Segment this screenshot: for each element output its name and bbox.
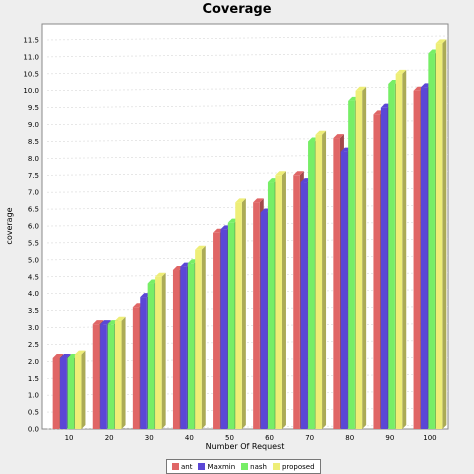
x-tick-label: 40 bbox=[185, 434, 194, 442]
x-tick-label: 70 bbox=[305, 434, 314, 442]
y-tick-label: 6.5 bbox=[28, 206, 39, 214]
legend-swatch bbox=[241, 463, 249, 470]
y-axis-label: coverage bbox=[5, 207, 14, 244]
gridline bbox=[46, 69, 449, 75]
y-tick-label: 4.5 bbox=[28, 273, 39, 281]
x-tick-label: 50 bbox=[225, 434, 234, 442]
legend-label: Maxmin bbox=[207, 462, 236, 471]
legend-label: proposed bbox=[281, 462, 315, 471]
y-tick-label: 10.0 bbox=[23, 87, 39, 95]
legend-entry-proposed: proposed bbox=[272, 462, 315, 471]
gridline bbox=[46, 289, 449, 294]
legend-entry-ant: ant bbox=[172, 463, 192, 471]
gridline bbox=[46, 86, 449, 92]
y-tick-label: 11.5 bbox=[23, 37, 39, 45]
legend-label: nash bbox=[250, 462, 267, 471]
gridline bbox=[46, 306, 449, 311]
y-tick-label: 8.0 bbox=[28, 155, 39, 163]
gridline bbox=[46, 255, 449, 261]
y-tick-label: 2.5 bbox=[28, 341, 39, 349]
gridline bbox=[46, 340, 449, 345]
bar-proposed-20 bbox=[114, 316, 126, 429]
y-tick-label: 2.0 bbox=[28, 358, 39, 366]
y-axis-ticks: 0.0 0.5 1.0 1.5 2.0 2.5 3.0 3.5 4.0 4.5 5.0 5.5 6.0 6… bbox=[23, 37, 39, 434]
bar-proposed-90 bbox=[395, 69, 407, 430]
gridline bbox=[46, 390, 449, 396]
x-tick-label: 30 bbox=[145, 434, 154, 442]
legend-swatch bbox=[198, 463, 206, 470]
bar-proposed-80 bbox=[355, 86, 367, 429]
x-tick-label: 90 bbox=[385, 434, 394, 442]
y-tick-label: 6.0 bbox=[28, 223, 39, 231]
grid-lines bbox=[46, 35, 449, 430]
y-tick-label: 11.0 bbox=[23, 53, 39, 61]
x-axis-ticks: 10 20 30 40 50 60 70 80 90 100 bbox=[65, 434, 437, 442]
gridline bbox=[46, 204, 449, 210]
x-tick-label: 60 bbox=[265, 434, 274, 442]
gridline bbox=[46, 407, 449, 413]
x-tick-label: 100 bbox=[423, 434, 436, 442]
gridline bbox=[46, 424, 449, 430]
y-tick-label: 5.5 bbox=[28, 239, 39, 247]
x-tick-label: 20 bbox=[105, 434, 114, 442]
gridline bbox=[46, 171, 449, 176]
bar-proposed-10 bbox=[74, 350, 86, 429]
gridline bbox=[46, 52, 449, 58]
legend: ant Maxmin nash proposed bbox=[166, 459, 321, 474]
gridline bbox=[46, 187, 449, 193]
bar-proposed-60 bbox=[275, 171, 286, 429]
y-tick-label: 9.5 bbox=[28, 104, 39, 112]
gridline bbox=[46, 154, 449, 159]
gridline bbox=[46, 221, 449, 227]
legend-label: ant bbox=[181, 462, 193, 471]
y-tick-label: 8.5 bbox=[28, 138, 39, 146]
legend-swatch bbox=[172, 463, 179, 470]
gridline bbox=[46, 357, 449, 362]
bar-proposed-40 bbox=[195, 245, 206, 429]
y-tick-label: 9.0 bbox=[28, 121, 39, 129]
y-tick-label: 7.0 bbox=[28, 189, 39, 197]
legend-entry-nash: nash bbox=[241, 463, 267, 471]
legend-swatch bbox=[272, 463, 280, 470]
gridline bbox=[46, 137, 449, 142]
gridline bbox=[46, 238, 449, 244]
y-tick-label: 4.0 bbox=[28, 290, 39, 298]
y-tick-label: 1.0 bbox=[28, 392, 39, 400]
gridline bbox=[46, 323, 449, 328]
bar-proposed-50 bbox=[235, 198, 246, 429]
y-tick-label: 3.5 bbox=[28, 307, 39, 315]
y-tick-label: 7.5 bbox=[28, 172, 39, 180]
bars bbox=[52, 39, 447, 430]
y-tick-label: 5.0 bbox=[28, 256, 39, 264]
y-tick-label: 0.5 bbox=[28, 409, 39, 417]
gridline bbox=[46, 35, 449, 41]
x-tick-label: 80 bbox=[345, 434, 354, 442]
x-axis-label: Number Of Request bbox=[206, 442, 285, 451]
y-tick-label: 3.0 bbox=[28, 324, 39, 332]
x-tick-label: 10 bbox=[65, 434, 74, 442]
legend-entry-maxmin: Maxmin bbox=[198, 463, 235, 471]
gridline bbox=[46, 373, 449, 379]
gridline bbox=[46, 103, 449, 108]
y-tick-label: 1.5 bbox=[28, 375, 39, 383]
gridline bbox=[46, 120, 449, 125]
y-tick-label: 0.0 bbox=[28, 426, 39, 434]
bar-proposed-100 bbox=[435, 39, 447, 430]
bar-proposed-30 bbox=[155, 272, 166, 429]
y-tick-label: 10.5 bbox=[23, 70, 39, 78]
gridline bbox=[46, 272, 449, 278]
chart-title: Coverage bbox=[202, 2, 272, 17]
bar-proposed-70 bbox=[315, 130, 327, 429]
